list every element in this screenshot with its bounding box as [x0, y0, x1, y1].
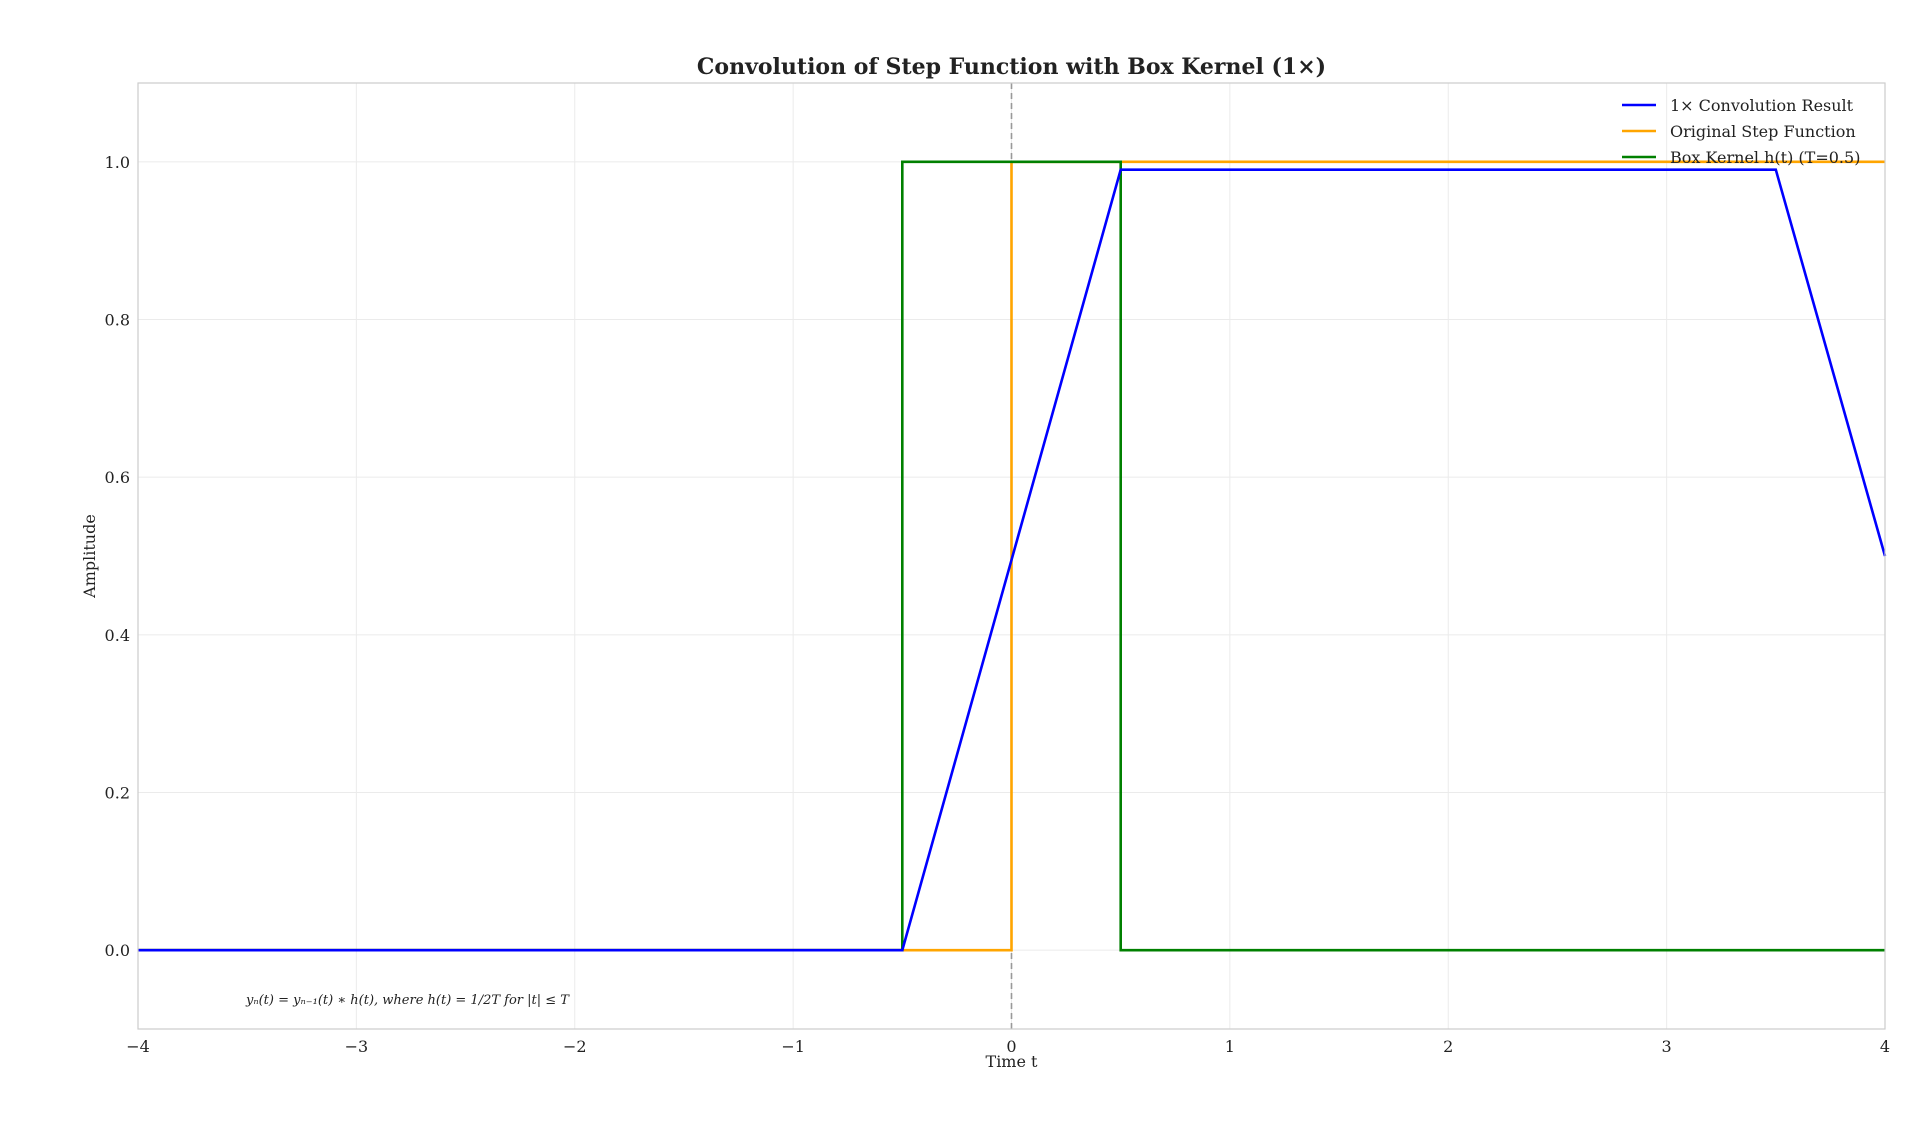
y-tick-label: 1.0	[105, 153, 130, 172]
x-tick-label: 1	[1225, 1037, 1235, 1056]
y-tick-label: 0.8	[105, 311, 130, 330]
x-tick-label: 2	[1443, 1037, 1453, 1056]
y-tick-label: 0.0	[105, 941, 130, 960]
y-tick-label: 0.6	[105, 468, 130, 487]
series-line-2	[138, 168, 1887, 952]
x-tick-label: −3	[345, 1037, 369, 1056]
x-tick-label: −1	[781, 1037, 805, 1056]
x-tick-label: 0	[1006, 1037, 1016, 1056]
x-tick-label: 4	[1880, 1037, 1890, 1056]
x-tick-label: −2	[563, 1037, 587, 1056]
x-tick-label: −4	[126, 1037, 150, 1056]
formula-annotation: yₙ(t) = yₙ₋₁(t) ∗ h(t), where h(t) = 1/2…	[245, 993, 570, 1008]
y-tick-label: 0.4	[105, 626, 130, 645]
x-tick-label: 3	[1662, 1037, 1672, 1056]
legend: 1× Convolution Result Original Step Funct…	[1622, 96, 1860, 167]
x-axis-label: Time t	[986, 1052, 1039, 1071]
series-layer	[138, 83, 1887, 1029]
legend-label-1: Box Kernel h(t) (T=0.5)	[1670, 148, 1860, 167]
tick-layer: −4 −3 −2 −1 0 1 2 3 4 0.0 0.2 0.4 0.6 0.8 1.0	[105, 153, 1891, 1056]
y-axis-label: Amplitude	[80, 514, 99, 599]
chart-title: Convolution of Step Function with Box Ke…	[697, 54, 1326, 80]
plot-frame	[137, 82, 1886, 1030]
legend-label-0: Original Step Function	[1670, 122, 1856, 141]
legend-label-2: 1× Convolution Result	[1670, 96, 1854, 115]
y-tick-label: 0.2	[105, 784, 130, 803]
